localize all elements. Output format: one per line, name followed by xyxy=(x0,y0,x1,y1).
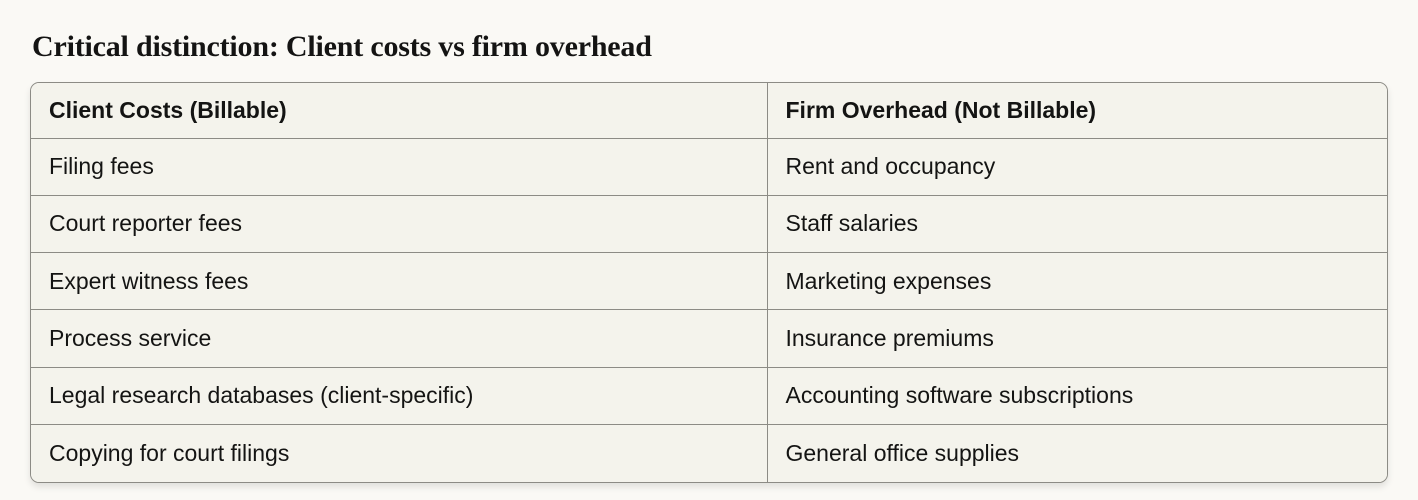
table-cell-client-cost: Legal research databases (client-specifi… xyxy=(31,367,768,426)
table-cell-firm-overhead: Accounting software subscriptions xyxy=(767,367,1387,426)
table-cell-client-cost: Process service xyxy=(31,309,768,368)
table-cell-client-cost: Filing fees xyxy=(31,138,768,196)
table-cell-firm-overhead: Marketing expenses xyxy=(767,252,1387,311)
table-cell-client-cost: Expert witness fees xyxy=(31,252,768,311)
table-header-row: Client Costs (Billable) Firm Overhead (N… xyxy=(31,83,1387,139)
table-row: Process service Insurance premiums xyxy=(31,309,1387,368)
table-cell-client-cost: Court reporter fees xyxy=(31,195,768,254)
table-cell-firm-overhead: Insurance premiums xyxy=(767,309,1387,368)
cost-comparison-table: Client Costs (Billable) Firm Overhead (N… xyxy=(30,82,1388,483)
table-cell-firm-overhead: General office supplies xyxy=(767,424,1387,482)
table-row: Expert witness fees Marketing expenses xyxy=(31,252,1387,311)
table-cell-client-cost: Copying for court filings xyxy=(31,424,768,482)
table-cell-firm-overhead: Rent and occupancy xyxy=(767,138,1387,196)
table-row: Legal research databases (client-specifi… xyxy=(31,367,1387,426)
table-cell-firm-overhead: Staff salaries xyxy=(767,195,1387,254)
column-header-firm-overhead: Firm Overhead (Not Billable) xyxy=(767,83,1387,139)
table-row: Court reporter fees Staff salaries xyxy=(31,195,1387,254)
cost-comparison-table-grid: Client Costs (Billable) Firm Overhead (N… xyxy=(31,83,1387,482)
table-row: Copying for court filings General office… xyxy=(31,424,1387,482)
table-row: Filing fees Rent and occupancy xyxy=(31,138,1387,196)
column-header-client-costs: Client Costs (Billable) xyxy=(31,83,768,139)
page-title: Critical distinction: Client costs vs fi… xyxy=(32,30,652,64)
